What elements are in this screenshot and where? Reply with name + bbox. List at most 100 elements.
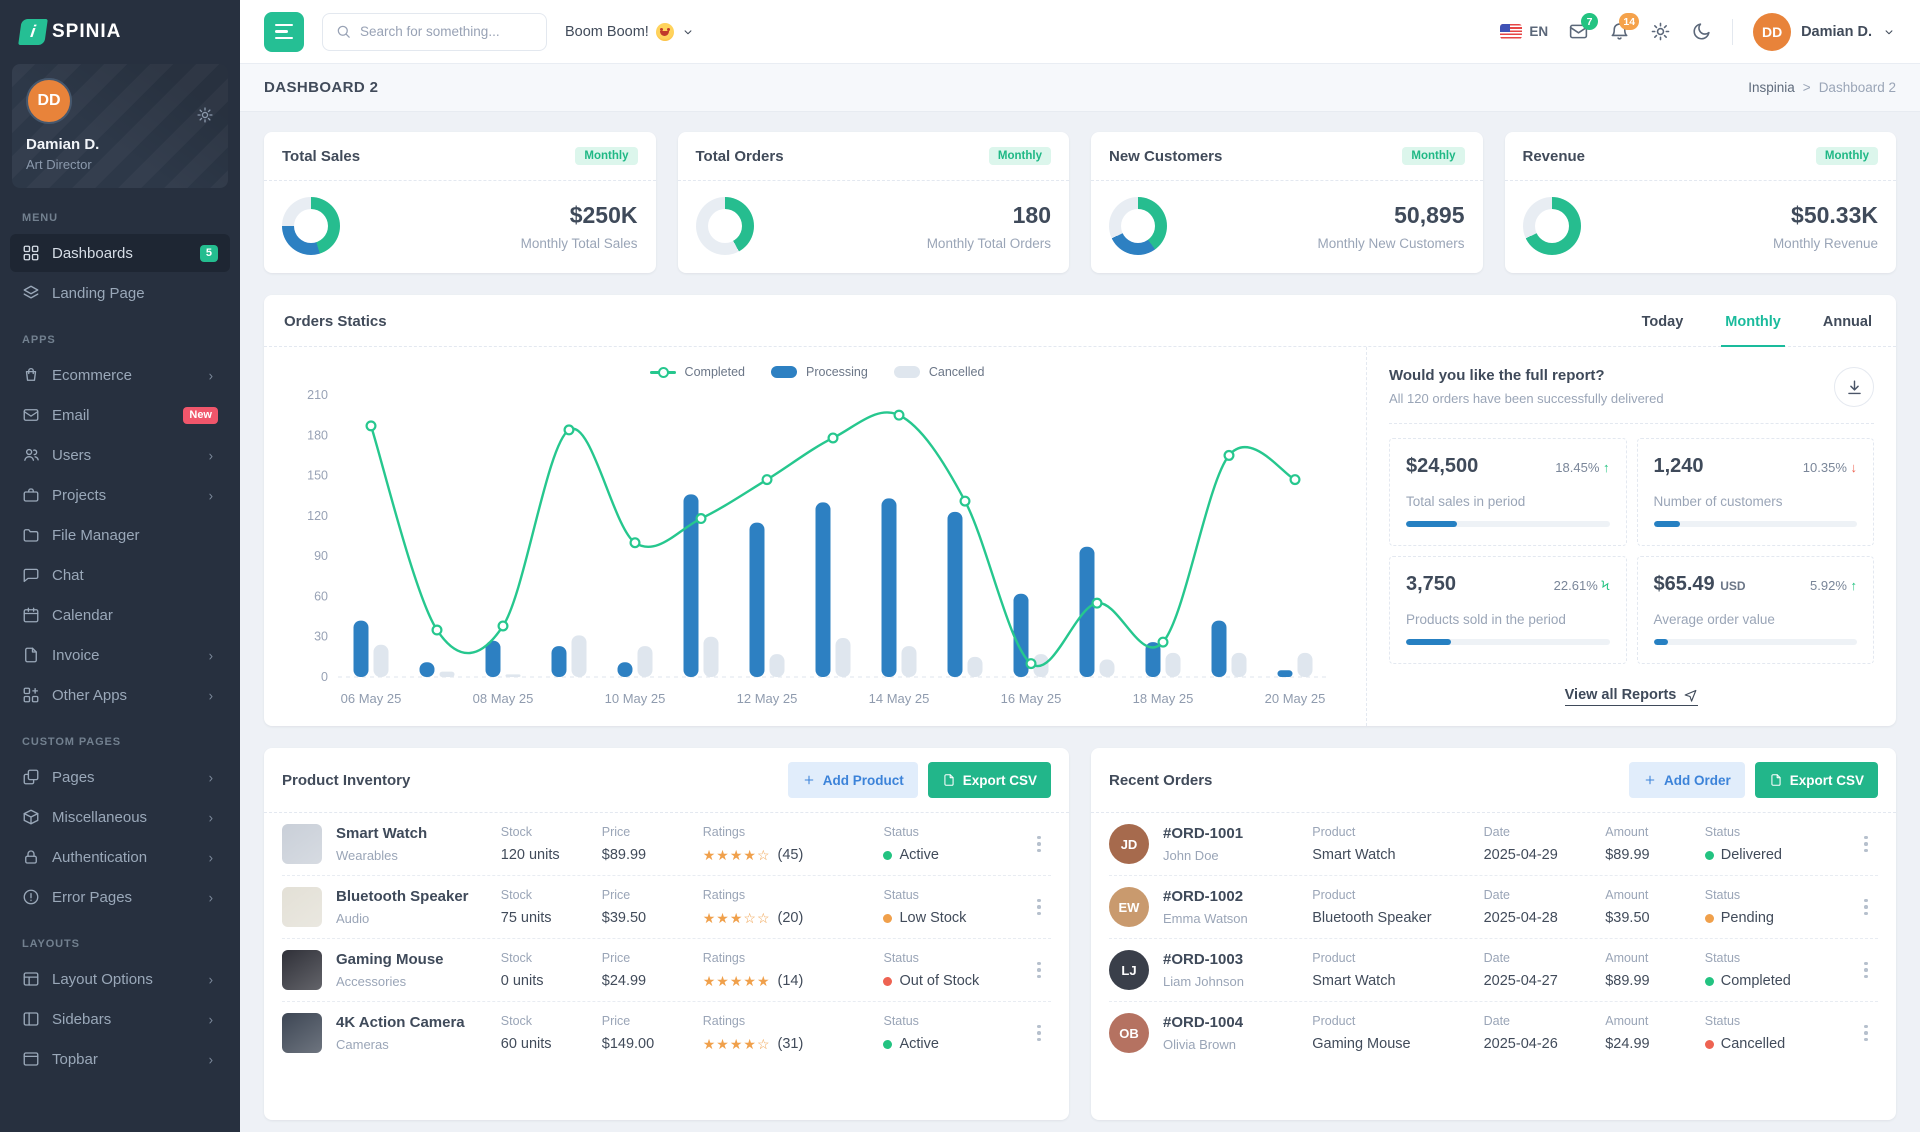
orders-statics-title: Orders Statics xyxy=(284,313,387,330)
search-input[interactable] xyxy=(360,24,537,39)
tab-annual[interactable]: Annual xyxy=(1822,314,1872,330)
layout-icon xyxy=(22,970,40,988)
legend-item-processing[interactable]: Processing xyxy=(771,365,868,379)
sidebar-item-label: Sidebars xyxy=(52,1010,112,1028)
add-order-button[interactable]: Add Order xyxy=(1628,762,1745,798)
sidebar-item-calendar[interactable]: Calendar xyxy=(10,596,230,634)
ratings-column-label: Ratings xyxy=(702,950,746,965)
product-image xyxy=(282,887,322,927)
view-all-reports-link[interactable]: View all Reports xyxy=(1564,687,1699,706)
legend-item-completed[interactable]: Completed xyxy=(649,365,745,379)
export-csv-button[interactable]: Export CSV xyxy=(927,762,1051,798)
star-struck-emoji-icon xyxy=(655,22,674,41)
product-name[interactable]: 4K Action Camera xyxy=(336,1014,465,1031)
row-actions-menu[interactable] xyxy=(1854,1024,1878,1042)
sidebar-item-file-manager[interactable]: File Manager xyxy=(10,516,230,554)
svg-text:12 May 25: 12 May 25 xyxy=(737,691,798,706)
product-price: $24.99 xyxy=(601,973,647,989)
chevron-right-icon xyxy=(205,851,218,864)
sidebar-item-landing-page[interactable]: Landing Page xyxy=(10,274,230,312)
sidebar-item-chat[interactable]: Chat xyxy=(10,556,230,594)
svg-text:10 May 25: 10 May 25 xyxy=(605,691,666,706)
order-id[interactable]: #ORD-1001 xyxy=(1163,825,1244,842)
sidebar-item-topbar[interactable]: Topbar xyxy=(10,1040,230,1078)
row-actions-menu[interactable] xyxy=(1027,898,1051,916)
user-menu[interactable]: DD Damian D. xyxy=(1753,12,1896,51)
orders-statics-body: Completed Processing Cancelled 0 30 60 90 120 1… xyxy=(264,347,1896,726)
calendar-icon xyxy=(22,606,40,624)
brand-icon: i xyxy=(18,19,48,45)
svg-text:0: 0 xyxy=(321,670,328,684)
order-id[interactable]: #ORD-1004 xyxy=(1163,1014,1244,1031)
sidebar-item-miscellaneous[interactable]: Miscellaneous xyxy=(10,798,230,836)
language-selector[interactable]: EN xyxy=(1500,24,1548,39)
order-row-ord-1003: LJ #ORD-1003 Liam Johnson Product Smart … xyxy=(1109,939,1878,1002)
sidebar-item-label: Invoice xyxy=(52,646,100,664)
download-report-button[interactable] xyxy=(1834,367,1874,407)
settings-button[interactable] xyxy=(1650,21,1671,42)
sidebar-item-invoice[interactable]: Invoice xyxy=(10,636,230,674)
profile-avatar[interactable]: DD xyxy=(26,78,72,124)
product-name[interactable]: Smart Watch xyxy=(336,825,428,842)
chevron-right-icon xyxy=(205,369,218,382)
tab-today[interactable]: Today xyxy=(1641,314,1684,330)
messages-button[interactable]: 7 xyxy=(1568,13,1599,42)
customer-avatar: JD xyxy=(1109,824,1149,864)
order-id[interactable]: #ORD-1003 xyxy=(1163,951,1244,968)
status-dot-icon xyxy=(1704,850,1714,860)
stat-card-label: Monthly Total Sales xyxy=(520,235,638,251)
sidebar-item-layout-options[interactable]: Layout Options xyxy=(10,960,230,998)
notifications-button[interactable]: 14 xyxy=(1609,13,1640,42)
status-dot-icon xyxy=(1704,1039,1714,1049)
report-stat-value: $65.49 USD xyxy=(1653,573,1746,595)
breadcrumb-separator: > xyxy=(1802,80,1811,95)
row-actions-menu[interactable] xyxy=(1027,835,1051,853)
row-actions-menu[interactable] xyxy=(1027,961,1051,979)
product-name[interactable]: Bluetooth Speaker xyxy=(336,888,469,905)
svg-text:16 May 25: 16 May 25 xyxy=(1001,691,1062,706)
svg-text:18 May 25: 18 May 25 xyxy=(1133,691,1194,706)
sidebar-item-pages[interactable]: Pages xyxy=(10,758,230,796)
sidebar-item-error-pages[interactable]: Error Pages xyxy=(10,878,230,916)
sidebar-item-users[interactable]: Users xyxy=(10,436,230,474)
orders-chart: 0 30 60 90 120 150 180 210 06 May 25 08 May 25 10 … xyxy=(307,388,1328,706)
row-actions-menu[interactable] xyxy=(1027,1024,1051,1042)
sidebar-item-other-apps[interactable]: Other Apps xyxy=(10,676,230,714)
sidebar-item-label: Topbar xyxy=(52,1050,98,1068)
sidebar-item-badge: 5 xyxy=(199,244,218,262)
row-actions-menu[interactable] xyxy=(1854,961,1878,979)
chevron-right-icon xyxy=(205,689,218,702)
sidebar-item-ecommerce[interactable]: Ecommerce xyxy=(10,356,230,394)
sidebar-item-label: Layout Options xyxy=(52,970,153,988)
sidebar-item-sidebars[interactable]: Sidebars xyxy=(10,1000,230,1038)
order-id[interactable]: #ORD-1002 xyxy=(1163,888,1244,905)
add-product-button[interactable]: Add Product xyxy=(787,762,918,798)
us-flag-icon xyxy=(1500,24,1523,39)
export-csv-button[interactable]: Export CSV xyxy=(1754,762,1878,798)
dark-mode-toggle[interactable] xyxy=(1691,21,1712,42)
menu-toggle-button[interactable] xyxy=(264,11,304,52)
sidebar-item-authentication[interactable]: Authentication xyxy=(10,838,230,876)
star-rating-icon: ★★★★☆ xyxy=(702,846,771,863)
sidebar-item-dashboards[interactable]: Dashboards 5 xyxy=(10,234,230,272)
trend-up-icon: ↑ xyxy=(1850,578,1858,593)
review-count: (14) xyxy=(777,973,804,989)
sidebar-item-email[interactable]: Email New xyxy=(10,396,230,434)
report-stat-value: 3,750 xyxy=(1406,573,1457,595)
tab-monthly[interactable]: Monthly xyxy=(1721,296,1785,347)
profile-settings-icon[interactable] xyxy=(196,106,214,124)
stock-column-label: Stock xyxy=(500,888,533,902)
legend-item-cancelled[interactable]: Cancelled xyxy=(893,365,984,379)
status-dot-icon xyxy=(883,850,893,860)
product-column-label: Product xyxy=(1312,888,1356,902)
product-name[interactable]: Gaming Mouse xyxy=(336,951,444,968)
sidebar-item-projects[interactable]: Projects xyxy=(10,476,230,514)
brand-logo[interactable]: i SPINIA xyxy=(0,0,240,64)
boom-boom-button[interactable]: Boom Boom! xyxy=(565,22,695,41)
breadcrumb-parent[interactable]: Inspinia xyxy=(1748,80,1795,95)
ratings-column-label: Ratings xyxy=(702,887,746,902)
order-date: 2025-04-28 xyxy=(1483,910,1558,926)
row-actions-menu[interactable] xyxy=(1854,835,1878,853)
page-header: DASHBOARD 2 Inspinia > Dashboard 2 xyxy=(240,64,1920,112)
row-actions-menu[interactable] xyxy=(1854,898,1878,916)
